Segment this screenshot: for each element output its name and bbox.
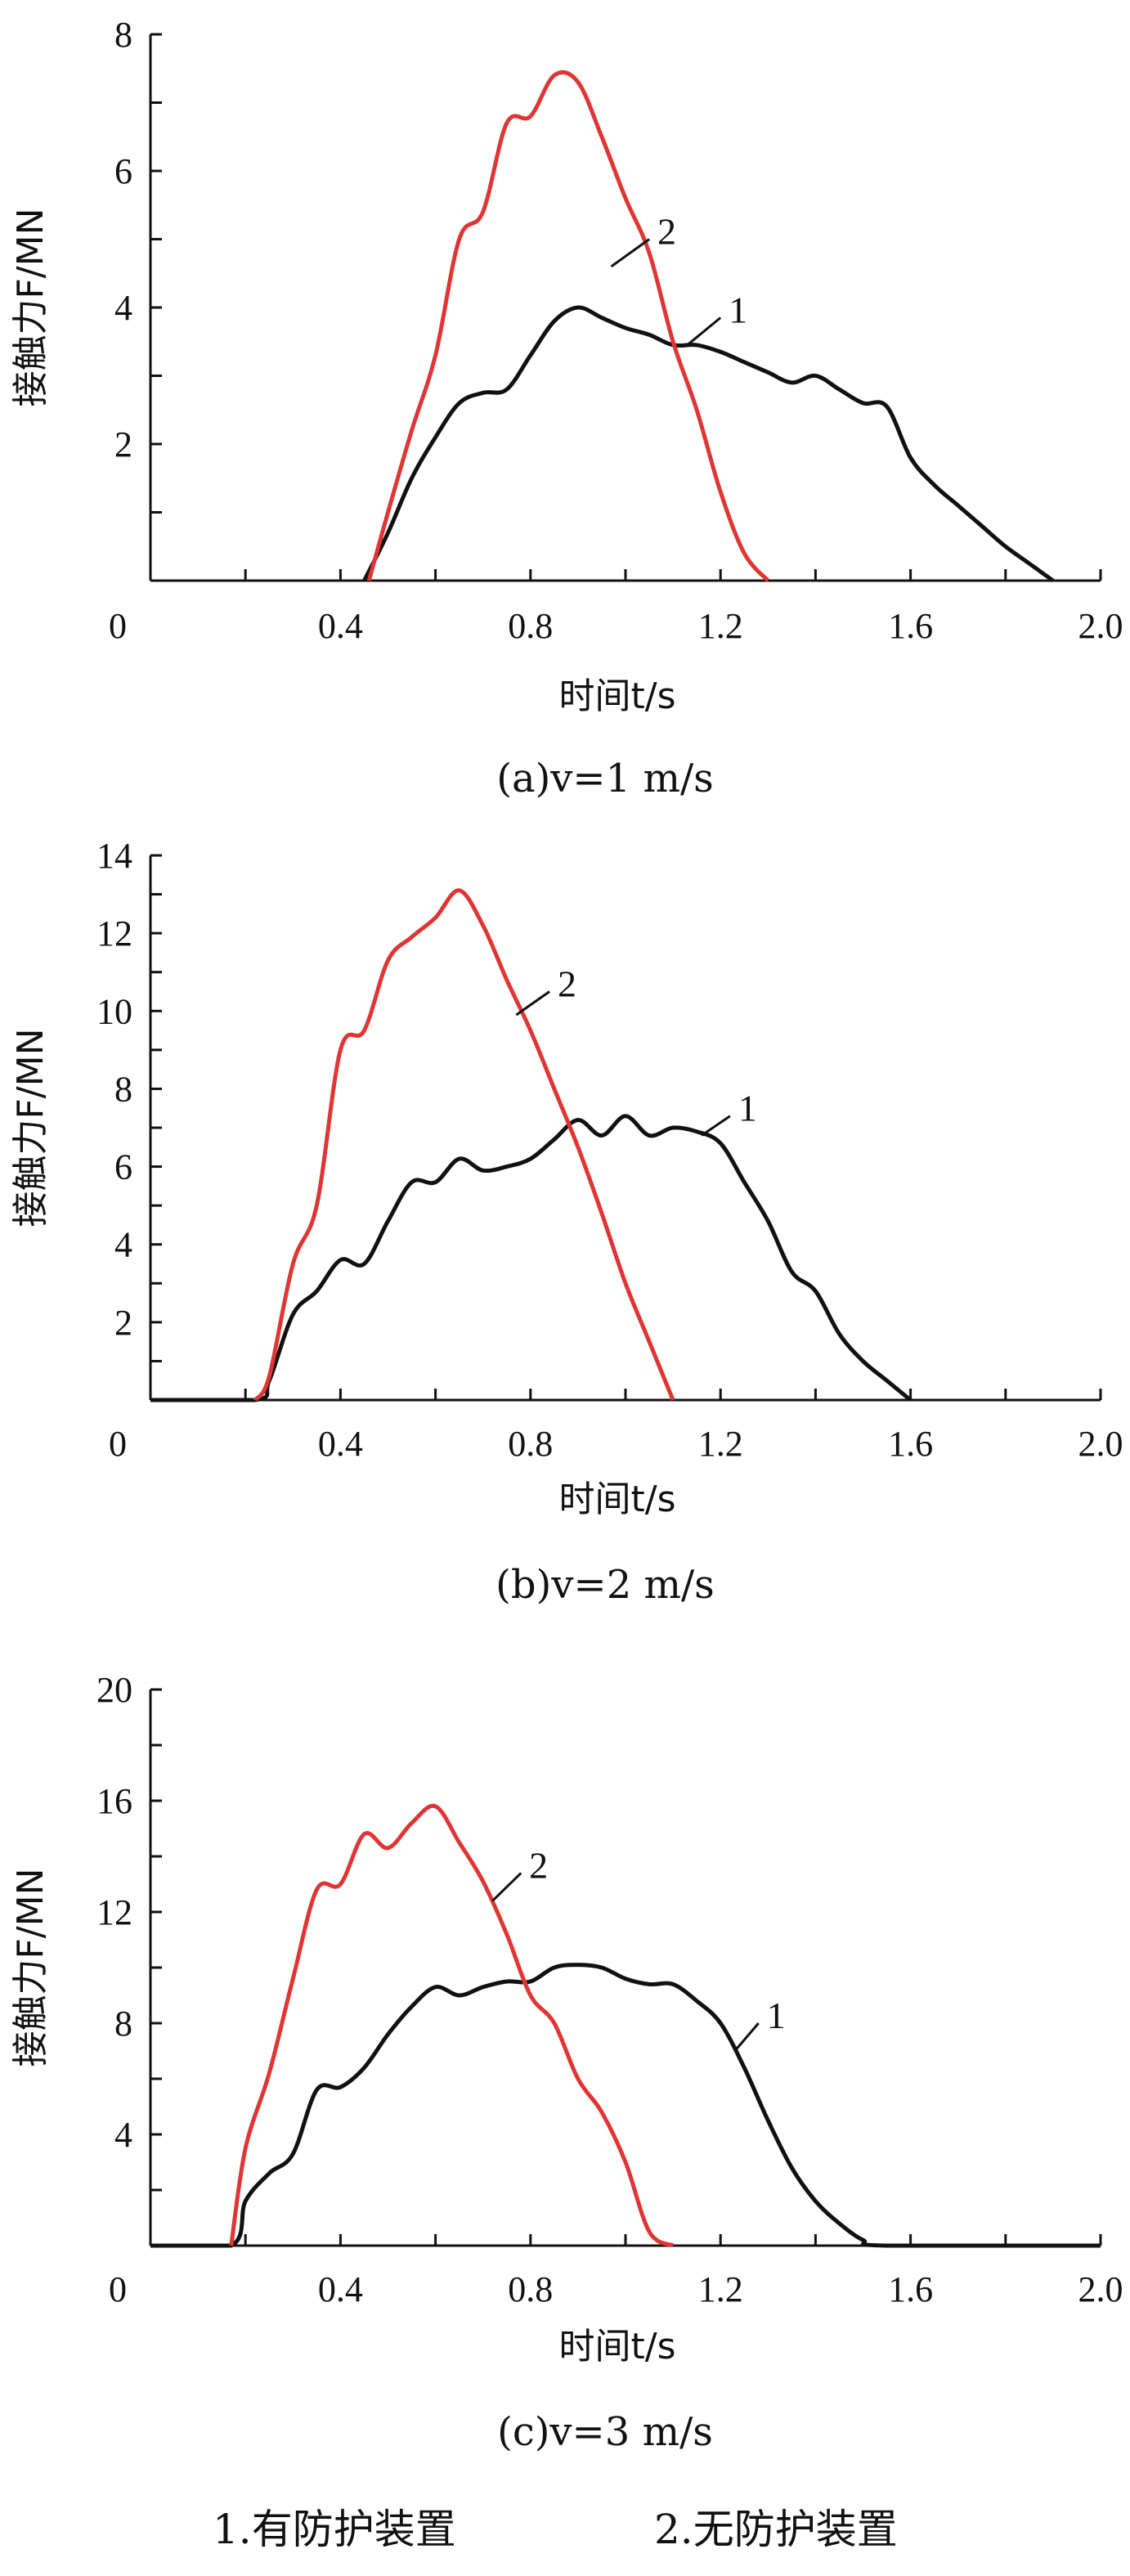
series-leader-1: [686, 316, 722, 347]
series-leader-2: [515, 990, 550, 1016]
x-tick-label: 1.2: [698, 2269, 743, 2309]
y-tick-label: 12: [96, 1892, 132, 1932]
x-tick-label: 0.8: [508, 606, 553, 646]
y-tick-label: 2: [114, 424, 132, 464]
x-tick-label: 1.6: [888, 606, 933, 646]
y-tick-label: 4: [114, 288, 132, 328]
axes: 0 0.4 0.8 1.2 1.6 2.0 2 4 6 8 时间t/s 接触力F/MN: [10, 15, 1123, 717]
series-line-2: [229, 1803, 675, 2248]
legend-entry-1: 1.有防护装置: [213, 2506, 456, 2553]
series-label-2: 2: [529, 1844, 548, 1886]
x-tick-label: 1.2: [698, 606, 743, 646]
y-tick-label: 14: [96, 836, 132, 876]
series-label-1: 1: [738, 1088, 757, 1129]
x-axis-label: 时间t/s: [559, 675, 676, 717]
series-label-2: 2: [558, 963, 576, 1005]
y-tick-label: 12: [96, 913, 132, 954]
series-leader-2: [610, 238, 650, 268]
x-axis-label: 时间t/s: [559, 2326, 676, 2367]
x-tick-label: 0: [109, 1424, 127, 1464]
y-tick-label: 6: [114, 1147, 132, 1187]
x-tick-label: 0.8: [508, 2269, 553, 2309]
x-tick-label: 2.0: [1078, 606, 1123, 646]
legend-entry-2: 2.无防护装置: [654, 2506, 898, 2553]
series-label-1: 1: [729, 289, 747, 331]
series-leader-1: [701, 1115, 731, 1137]
x-tick-label: 0.4: [318, 606, 363, 646]
x-tick-label: 0.4: [318, 2269, 363, 2309]
y-axis-label: 接触力F/MN: [10, 1028, 52, 1227]
y-tick-label: 20: [96, 1670, 132, 1710]
x-tick-label: 1.6: [888, 1424, 933, 1464]
y-tick-label: 16: [96, 1781, 132, 1821]
y-tick-label: 2: [114, 1303, 132, 1343]
y-tick-label: 10: [96, 991, 132, 1031]
series-line-1: [362, 305, 1055, 583]
series-leader-1: [733, 2022, 760, 2052]
series-line-2: [366, 70, 770, 582]
series-line-1: [150, 1963, 1101, 2248]
legend: 1.有防护装置 2.无防护装置: [213, 2506, 898, 2553]
y-tick-label: 8: [114, 2004, 132, 2044]
x-tick-label: 0.4: [318, 1424, 363, 1464]
chart-panel-a: 0 0.4 0.8 1.2 1.6 2.0 2 4 6 8 时间t/s 接触力F/MN 1 2 (a)v=1…: [10, 15, 1123, 801]
y-axis-label: 接触力F/MN: [10, 208, 52, 406]
series-label-2: 2: [657, 211, 676, 253]
x-tick-label: 1.2: [698, 1424, 743, 1464]
series-label-1: 1: [767, 1995, 786, 2036]
y-axis-label: 接触力F/MN: [10, 1868, 52, 2067]
x-tick-label: 0.8: [508, 1424, 553, 1464]
x-tick-label: 0: [109, 2269, 127, 2309]
x-axis-label: 时间t/s: [559, 1479, 676, 1520]
y-tick-label: 4: [114, 2115, 132, 2155]
x-tick-label: 1.6: [888, 2269, 933, 2309]
series-line-1: [150, 1114, 913, 1402]
series-leader-2: [491, 1872, 522, 1902]
series-line-2: [253, 888, 675, 1402]
x-tick-label: 2.0: [1078, 1424, 1123, 1464]
panel-caption: (a)v=1 m/s: [496, 756, 714, 801]
y-tick-label: 8: [114, 15, 132, 55]
y-tick-label: 6: [114, 151, 132, 191]
panel-caption: (b)v=2 m/s: [495, 1562, 715, 1608]
y-tick-label: 4: [114, 1225, 132, 1265]
panel-caption: (c)v=3 m/s: [497, 2409, 713, 2455]
x-tick-label: 2.0: [1078, 2269, 1123, 2309]
x-tick-label: 0: [109, 606, 127, 646]
y-tick-label: 8: [114, 1069, 132, 1109]
